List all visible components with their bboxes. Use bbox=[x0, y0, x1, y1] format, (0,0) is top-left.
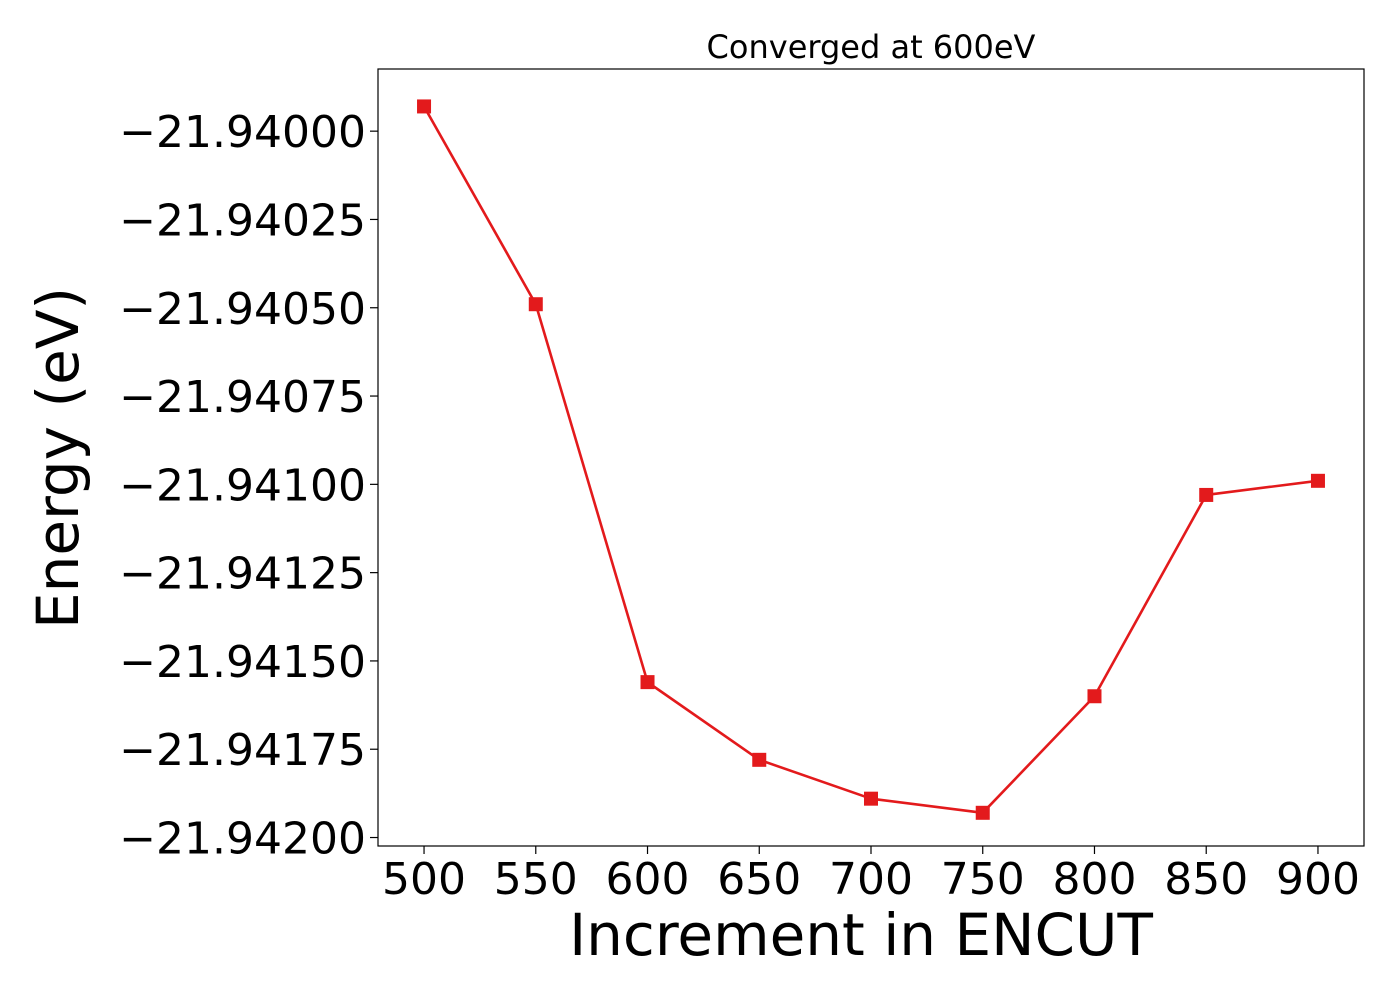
y-tick-label: −21.94000 bbox=[119, 107, 366, 158]
y-tick-label: −21.94200 bbox=[119, 814, 366, 865]
y-tick-label: −21.94125 bbox=[119, 549, 366, 600]
x-tick-label: 750 bbox=[941, 854, 1025, 905]
x-tick-label: 600 bbox=[606, 854, 690, 905]
series-line bbox=[422, 105, 1319, 815]
series-line-group bbox=[417, 99, 1325, 820]
x-tick-label: 500 bbox=[382, 854, 466, 905]
data-point-marker bbox=[417, 99, 432, 114]
y-tick-label: −21.94050 bbox=[119, 284, 366, 335]
data-point-marker bbox=[640, 675, 655, 690]
y-tick-label: −21.94175 bbox=[119, 725, 366, 776]
x-tick-label: 800 bbox=[1052, 854, 1136, 905]
data-point-marker bbox=[864, 791, 878, 806]
y-tick-label: −21.94075 bbox=[119, 372, 366, 423]
data-point-marker bbox=[975, 805, 990, 820]
x-tick-label: 700 bbox=[829, 854, 913, 905]
x-tick-label: 550 bbox=[494, 854, 578, 905]
x-tick-label: 850 bbox=[1164, 854, 1248, 905]
data-point-marker bbox=[1199, 487, 1214, 502]
plot-area-frame bbox=[377, 68, 1365, 847]
y-tick-label: −21.94025 bbox=[119, 195, 366, 246]
x-tick-label: 650 bbox=[717, 854, 801, 905]
y-axis-label: Energy (eV) bbox=[24, 287, 92, 629]
data-point-marker bbox=[528, 297, 543, 312]
chart-title: Converged at 600eV bbox=[707, 28, 1036, 66]
data-point-marker bbox=[1310, 473, 1325, 488]
data-point-marker bbox=[1087, 689, 1102, 704]
data-point-marker bbox=[752, 752, 767, 767]
y-tick-label: −21.94100 bbox=[119, 460, 366, 511]
y-axis: −21.94000 −21.94025 −21.94050 −21.94075 −21.… bbox=[119, 107, 378, 865]
x-tick-label: 900 bbox=[1276, 854, 1360, 905]
y-tick-label: −21.94150 bbox=[119, 637, 366, 688]
x-axis-label: Increment in ENCUT bbox=[569, 901, 1153, 969]
x-axis: 500 550 600 650 700 750 800 850 900 bbox=[382, 846, 1360, 905]
